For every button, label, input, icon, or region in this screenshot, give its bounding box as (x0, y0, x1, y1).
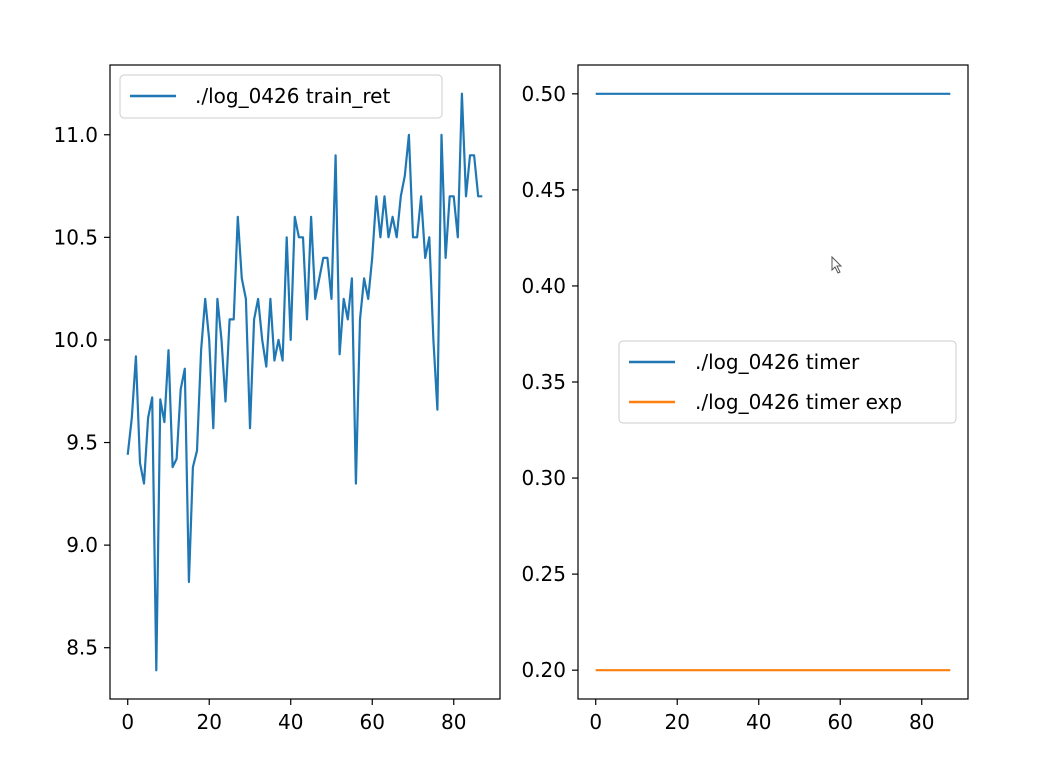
left-x-tick-label: 0 (121, 710, 134, 734)
left-axis-ticks: 0 20 40 60 80 8.5 9.0 9.5 10.0 10.5 11.0 (53, 123, 466, 734)
left-y-tick-label: 8.5 (66, 636, 98, 660)
right-axis-ticks: 0 20 40 60 80 0.20 0.25 0.30 0.35 0.40 0.45 0.50 (521, 82, 934, 734)
right-x-tick-label: 80 (909, 710, 934, 734)
left-x-tick-label: 20 (197, 710, 222, 734)
right-y-tick-label: 0.40 (521, 274, 566, 298)
right-y-tick-label: 0.45 (521, 178, 566, 202)
left-y-tick-label: 9.5 (66, 431, 98, 455)
legend-label-timer: ./log_0426 timer (695, 350, 860, 374)
right-y-tick-label: 0.25 (521, 562, 566, 586)
left-plot: 0 20 40 60 80 8.5 9.0 9.5 10.0 10.5 11.0 ./log_042… (53, 64, 501, 734)
mouse-cursor-icon (831, 255, 843, 274)
legend-label-train-ret: ./log_0426 train_ret (195, 84, 390, 108)
right-x-tick-label: 60 (828, 710, 853, 734)
left-x-tick-label: 60 (360, 710, 385, 734)
left-y-tick-label: 11.0 (53, 123, 98, 147)
right-y-tick-label: 0.35 (521, 370, 566, 394)
left-plot-frame (109, 64, 501, 700)
right-y-tick-label: 0.50 (521, 82, 566, 106)
right-plot: 0 20 40 60 80 0.20 0.25 0.30 0.35 0.40 0.45 0.50 ./… (521, 64, 969, 734)
right-x-tick-label: 20 (665, 710, 690, 734)
left-y-tick-label: 9.0 (66, 533, 98, 557)
left-series-line-0 (126, 92, 483, 672)
right-legend: ./log_0426 timer ./log_0426 timer exp (618, 340, 957, 424)
legend-label-timer-exp: ./log_0426 timer exp (695, 390, 902, 414)
left-y-tick-label: 10.0 (53, 328, 98, 352)
right-y-tick-label: 0.30 (521, 466, 566, 490)
left-legend: ./log_0426 train_ret (119, 74, 443, 119)
left-series-group (126, 92, 483, 672)
left-legend-box (119, 74, 443, 119)
right-series-group (595, 92, 951, 672)
right-y-tick-label: 0.20 (521, 658, 566, 682)
left-x-tick-label: 80 (441, 710, 466, 734)
left-x-tick-label: 40 (278, 710, 303, 734)
right-legend-box (618, 340, 957, 424)
right-plot-frame (577, 64, 969, 700)
right-x-tick-label: 0 (589, 710, 602, 734)
right-x-tick-label: 40 (746, 710, 771, 734)
left-y-tick-label: 10.5 (53, 225, 98, 249)
